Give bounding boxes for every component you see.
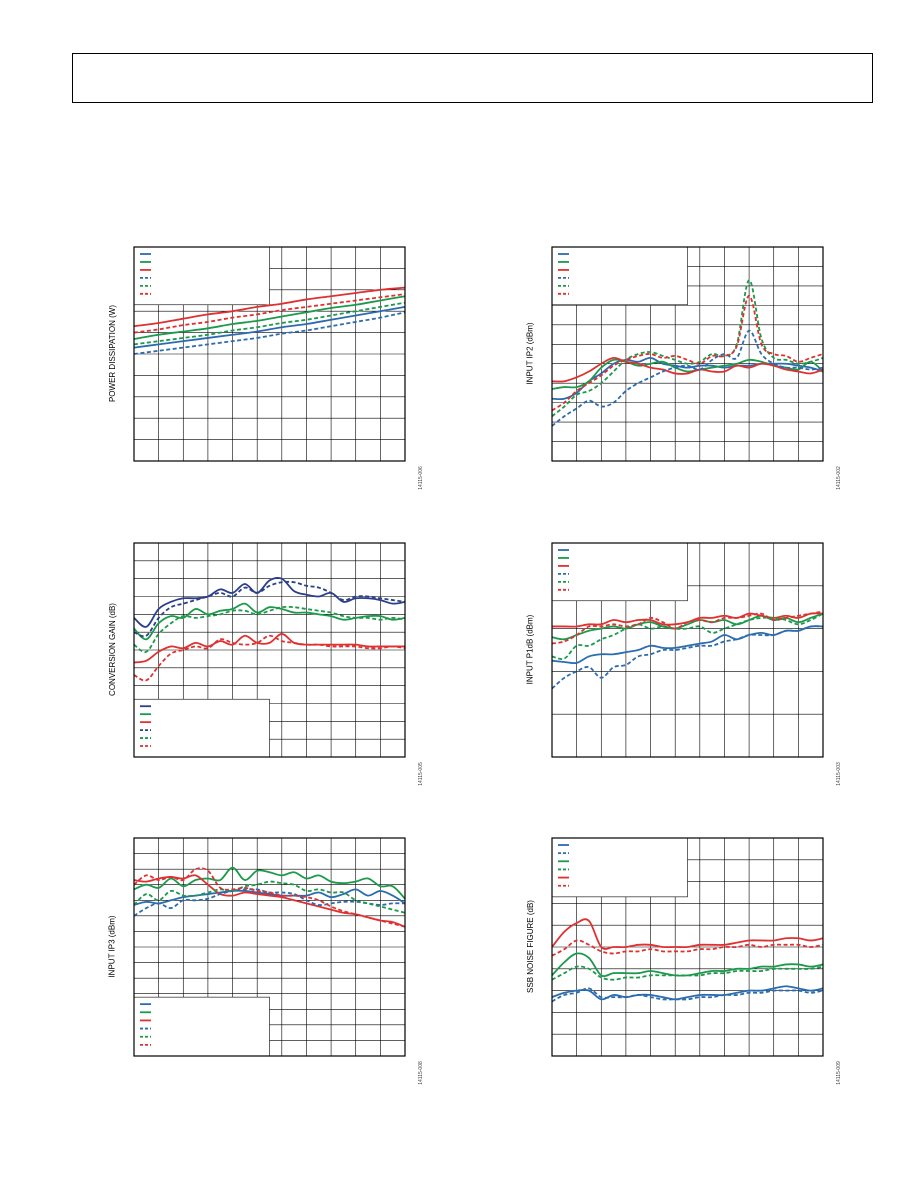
series-group xyxy=(133,286,406,355)
plot-frame xyxy=(551,542,824,758)
legend-box xyxy=(551,837,688,898)
figure-id: 14115-005 xyxy=(417,762,424,786)
figure-id: 14115-003 xyxy=(835,762,842,786)
series-group xyxy=(133,576,406,682)
series-line-4 xyxy=(133,301,406,346)
series-line-3 xyxy=(551,329,824,427)
series-line-3 xyxy=(551,625,824,690)
series-line-0 xyxy=(133,306,406,349)
chart-conversion-gain xyxy=(133,542,406,758)
series-line-0 xyxy=(133,576,406,628)
plot-frame xyxy=(133,542,406,758)
series-line-5 xyxy=(133,634,406,682)
legend-box xyxy=(133,698,270,758)
chart-power-dissipation xyxy=(133,246,406,462)
plot-frame xyxy=(551,246,824,462)
y-axis-label: CONVERSION GAIN (dB) xyxy=(107,603,117,696)
legend xyxy=(558,844,569,887)
grid xyxy=(133,543,405,758)
series-line-1 xyxy=(551,612,824,641)
series-line-5 xyxy=(551,939,824,957)
series-line-0 xyxy=(551,625,824,665)
series-line-4 xyxy=(133,880,406,914)
legend-box xyxy=(133,996,270,1057)
y-axis-label: INPUT IP2 (dBm) xyxy=(525,322,535,385)
chart-input-p1db xyxy=(551,542,824,758)
legend-box xyxy=(551,246,688,306)
series-line-0 xyxy=(551,356,824,401)
series-line-3 xyxy=(133,580,406,638)
legend-box xyxy=(133,246,270,306)
series-line-5 xyxy=(133,867,406,928)
legend xyxy=(558,253,569,295)
legend xyxy=(140,1003,151,1046)
series-line-4 xyxy=(551,612,824,660)
plot-frame xyxy=(551,837,824,1057)
series-line-2 xyxy=(551,356,824,383)
grid xyxy=(133,838,405,1057)
plot-frame xyxy=(133,246,406,462)
chart-ssb-noise-figure xyxy=(551,837,824,1057)
series-line-4 xyxy=(551,279,824,417)
series-group xyxy=(133,866,406,928)
series-line-1 xyxy=(133,602,406,641)
series-line-5 xyxy=(133,293,406,334)
plot-frame xyxy=(133,837,406,1057)
series-line-2 xyxy=(133,874,406,928)
series-line-2 xyxy=(551,952,824,978)
series-group xyxy=(551,279,824,427)
series-line-1 xyxy=(133,866,406,900)
figure-id: 14115-002 xyxy=(835,466,842,490)
series-group xyxy=(551,610,824,690)
y-axis-label: POWER DISSIPATION (W) xyxy=(107,304,117,403)
series-line-5 xyxy=(551,610,824,645)
legend-box xyxy=(551,542,688,602)
chart-input-ip3 xyxy=(133,837,406,1057)
series-line-1 xyxy=(133,295,406,340)
legend xyxy=(140,705,151,747)
series-line-4 xyxy=(551,918,824,950)
figure-id: 14115-008 xyxy=(417,1061,424,1085)
series-line-5 xyxy=(551,294,824,412)
series-line-2 xyxy=(133,633,405,664)
series-line-0 xyxy=(551,985,824,1001)
page-header-box xyxy=(72,53,873,103)
y-axis-label: INPUT P1dB (dBm) xyxy=(525,614,535,685)
series-line-3 xyxy=(551,965,824,981)
chart-input-ip2 xyxy=(551,246,824,462)
legend xyxy=(558,549,569,591)
grid xyxy=(551,542,823,757)
series-line-2 xyxy=(133,286,406,328)
grid xyxy=(133,246,405,461)
series-line-3 xyxy=(133,311,406,355)
y-axis-label: INPUT IP3 (dBm) xyxy=(107,915,117,978)
figure-id: 14115-009 xyxy=(835,1061,842,1085)
y-axis-label: SSB NOISE FIGURE (dB) xyxy=(525,900,535,993)
legend xyxy=(140,253,151,295)
grid xyxy=(551,246,823,461)
series-group xyxy=(551,918,824,1003)
figure-id: 14115-006 xyxy=(417,466,424,490)
series-line-0 xyxy=(133,888,406,906)
